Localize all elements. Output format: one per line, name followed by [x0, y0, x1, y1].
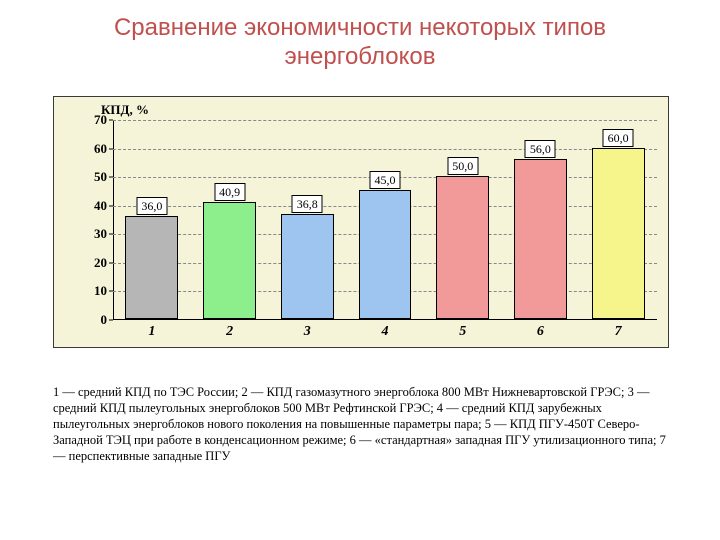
bar-value-label: 36,0 — [136, 197, 167, 215]
x-category-label: 7 — [615, 324, 622, 340]
slide-title: Сравнение экономичности некоторых типов … — [0, 0, 720, 80]
bar-value-label: 60,0 — [603, 129, 634, 147]
x-category-label: 2 — [226, 324, 233, 340]
bar-value-label: 36,8 — [292, 195, 323, 213]
figure-caption: 1 — средний КПД по ТЭС России; 2 — КПД г… — [53, 384, 667, 464]
y-tick-label: 70 — [94, 112, 107, 128]
bar — [203, 202, 256, 319]
bar-value-label: 50,0 — [447, 157, 478, 175]
bar — [125, 216, 178, 319]
y-tick-label: 60 — [94, 141, 107, 157]
y-axis-title: КПД, % — [101, 102, 149, 118]
x-axis-line — [113, 319, 657, 320]
gridline — [113, 149, 657, 150]
bar-value-label: 56,0 — [525, 140, 556, 158]
bar — [592, 148, 645, 319]
x-category-label: 3 — [304, 324, 311, 340]
x-category-label: 1 — [148, 324, 155, 340]
slide: Сравнение экономичности некоторых типов … — [0, 0, 720, 540]
gridline — [113, 120, 657, 121]
y-ticks: 010203040506070 — [53, 120, 113, 320]
y-tick-label: 40 — [94, 198, 107, 214]
bar-value-label: 40,9 — [214, 183, 245, 201]
y-tick-label: 50 — [94, 169, 107, 185]
bar — [436, 176, 489, 319]
y-tick-label: 10 — [94, 283, 107, 299]
y-axis-line — [113, 120, 114, 320]
x-category-label: 6 — [537, 324, 544, 340]
y-tick-label: 0 — [101, 312, 108, 328]
bar-value-label: 45,0 — [370, 171, 401, 189]
x-category-label: 5 — [459, 324, 466, 340]
x-category-label: 4 — [382, 324, 389, 340]
y-tick-label: 30 — [94, 226, 107, 242]
bar — [514, 159, 567, 319]
chart-figure: КПД, % 0 10 20 30 40 50 60 70 36,0 40,9 36,8 45,0 5… — [53, 96, 667, 372]
plot-area: 36,0 40,9 36,8 45,0 50,0 56,0 60,0 — [113, 120, 657, 320]
y-tick-label: 20 — [94, 255, 107, 271]
bar — [359, 190, 412, 319]
bar — [281, 214, 334, 319]
